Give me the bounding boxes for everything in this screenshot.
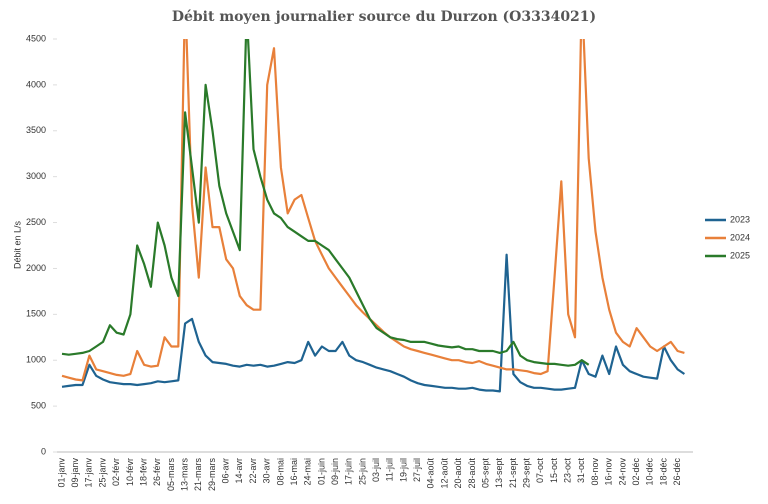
x-tick-label: 23-oct xyxy=(563,458,573,484)
x-tick-label: 16-nov xyxy=(604,458,614,486)
x-tick-label: 21-sept xyxy=(508,458,518,489)
y-tick-label: 3500 xyxy=(26,125,46,135)
x-tick-label: 27-juil xyxy=(412,458,422,482)
x-tick-label: 24-mai xyxy=(303,458,313,486)
x-tick-label: 20-août xyxy=(453,458,463,489)
legend-label: 2025 xyxy=(730,250,750,260)
x-tick-label: 21-mars xyxy=(193,458,203,492)
y-tick-label: 1500 xyxy=(26,309,46,319)
y-tick-label: 4500 xyxy=(26,33,46,43)
x-tick-label: 02-févr xyxy=(111,458,121,486)
x-tick-label: 03-juil xyxy=(371,458,381,482)
x-tick-label: 08-mai xyxy=(275,458,285,486)
y-tick-label: 0 xyxy=(41,446,46,456)
x-tick-label: 26-déc xyxy=(672,458,682,486)
x-tick-label: 10-déc xyxy=(645,458,655,486)
y-axis-label: Débit en L/s xyxy=(12,220,22,269)
x-tick-label: 16-mai xyxy=(289,458,299,486)
y-tick-label: 2000 xyxy=(26,263,46,273)
x-tick-label: 28-août xyxy=(467,458,477,489)
x-tick-label: 06-avr xyxy=(221,458,231,484)
x-tick-label: 22-avr xyxy=(248,458,258,484)
x-tick-label: 13-sept xyxy=(494,458,504,489)
x-tick-label: 24-nov xyxy=(617,458,627,486)
x-tick-label: 09-janv xyxy=(70,458,80,488)
y-tick-label: 1000 xyxy=(26,355,46,365)
legend-label: 2024 xyxy=(730,232,750,242)
x-tick-label: 05-mars xyxy=(166,458,176,492)
plot-area xyxy=(61,39,686,393)
x-tick-label: 11-juil xyxy=(385,458,395,481)
x-tick-label: 01-juin xyxy=(316,458,326,485)
x-tick-label: 08-nov xyxy=(590,458,600,486)
x-tick-label: 31-oct xyxy=(576,458,586,484)
y-tick-label: 3000 xyxy=(26,171,46,181)
x-tick-label: 30-avr xyxy=(262,458,272,484)
x-tick-label: 13-mars xyxy=(179,458,189,492)
x-tick-label: 09-juin xyxy=(330,458,340,485)
data-line xyxy=(61,253,686,393)
y-tick-label: 500 xyxy=(31,400,46,410)
x-tick-label: 01-janv xyxy=(56,458,66,488)
x-tick-label: 05-sept xyxy=(480,458,490,489)
x-tick-label: 07-oct xyxy=(535,458,545,484)
x-tick-label: 02-déc xyxy=(631,458,641,486)
x-tick-label: 25-janv xyxy=(97,458,107,488)
x-tick-label: 12-août xyxy=(439,458,449,489)
x-tick-label: 04-août xyxy=(426,458,436,489)
x-tick-label: 18-févr xyxy=(138,458,148,486)
y-tick-label: 4000 xyxy=(26,79,46,89)
x-tick-label: 17-juin xyxy=(344,458,354,485)
x-tick-label: 29-mars xyxy=(207,458,217,492)
x-tick-label: 18-déc xyxy=(658,458,668,486)
x-tick-label: 19-juil xyxy=(398,458,408,482)
chart-title: Débit moyen journalier source du Durzon … xyxy=(172,9,596,25)
x-tick-label: 15-oct xyxy=(549,458,559,484)
legend-label: 2023 xyxy=(730,214,750,224)
x-tick-label: 10-févr xyxy=(125,458,135,486)
x-tick-label: 17-janv xyxy=(84,458,94,488)
x-tick-label: 29-sept xyxy=(521,458,531,489)
x-tick-label: 26-févr xyxy=(152,458,162,486)
x-tick-label: 25-juin xyxy=(357,458,367,485)
y-tick-label: 2500 xyxy=(26,217,46,227)
data-line xyxy=(61,39,590,367)
x-tick-label: 14-avr xyxy=(234,458,244,484)
